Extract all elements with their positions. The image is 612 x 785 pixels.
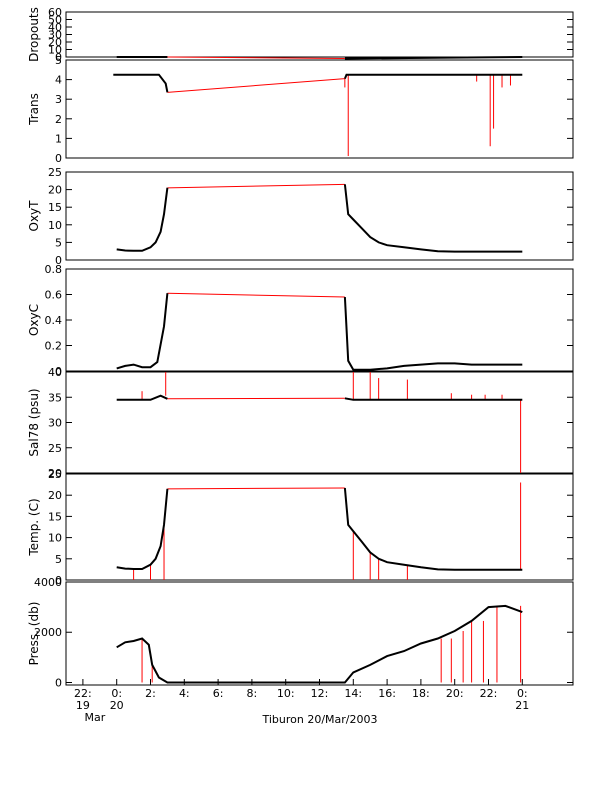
interpolated-gap-line — [167, 183, 345, 189]
y-tick-label: 0 — [55, 574, 62, 587]
panel-frame — [65, 268, 574, 372]
y-tick-label: 30 — [48, 417, 62, 430]
y-tick-label: 5 — [55, 54, 62, 67]
y-tick-label: 40 — [48, 21, 62, 34]
interpolated-gap-line — [167, 56, 345, 59]
y-tick-label: 25 — [48, 442, 62, 455]
y-tick-label: 40 — [48, 366, 62, 379]
y-tick-label: 5 — [55, 236, 62, 249]
series-line — [344, 397, 523, 401]
panel-frame — [65, 473, 574, 581]
footer-label: Tiburon 20/Mar/2003 — [261, 713, 377, 726]
panels: 0102030405060Dropouts012345Trans05101520… — [27, 6, 574, 689]
y-tick-label: 20 — [48, 36, 62, 49]
x-tick-label: 12: — [311, 687, 329, 700]
series-line — [343, 297, 523, 371]
y-tick-label: 15 — [48, 201, 62, 214]
y-tick-label: 25 — [48, 468, 62, 481]
x-tick-label: 14: — [344, 687, 362, 700]
y-tick-label: 20 — [48, 184, 62, 197]
panel-2: 0 5 10 15 20 25 OxyT — [27, 166, 574, 267]
y-tick-label: 60 — [48, 6, 62, 19]
x-tick-month: Mar — [85, 711, 106, 724]
x-tick-label: 4: — [179, 687, 190, 700]
y-tick-label: 0 — [55, 365, 62, 378]
x-tick-label: 22: — [74, 687, 92, 700]
series-line — [113, 73, 169, 93]
y-tick-label: 2 — [55, 113, 62, 126]
y-tick-label: 10 — [48, 532, 62, 545]
series-line — [344, 56, 523, 60]
y-tick-label: 4000 — [34, 576, 62, 589]
series-line — [343, 184, 523, 253]
panel-frame — [65, 171, 574, 261]
panel-3: 0 0.2 0.4 0.6 0.8 OxyC — [27, 263, 574, 378]
y-tick-label: 35 — [48, 391, 62, 404]
y-tick-label: 0 — [55, 254, 62, 267]
x-tick-label: 18: — [412, 687, 430, 700]
interpolated-gap-line — [167, 292, 345, 298]
x-tick-label: 16: — [378, 687, 396, 700]
y-axis-label: Dropouts — [27, 7, 41, 62]
series-line — [116, 293, 169, 370]
series-line — [343, 487, 523, 571]
y-tick-label: 0 — [55, 676, 62, 689]
series-line — [116, 394, 168, 401]
series-line — [343, 73, 523, 79]
y-tick-label: 20 — [48, 489, 62, 502]
y-tick-label: 0.2 — [45, 340, 63, 353]
y-axis-label: Press. (db) — [27, 602, 41, 666]
x-tick-label: 6: — [213, 687, 224, 700]
x-tick-label: 20: — [446, 687, 464, 700]
y-tick-label: 15 — [48, 510, 62, 523]
y-axis-label: Temp. (C) — [27, 498, 41, 556]
x-tick-label: 22: — [480, 687, 498, 700]
y-tick-label: 2000 — [34, 626, 62, 639]
panel-frame — [65, 11, 574, 58]
y-tick-label: 0 — [55, 152, 62, 165]
y-axis-label: OxyC — [27, 304, 41, 336]
x-tick-date: 19 — [76, 699, 90, 712]
x-tick-date: 20 — [110, 699, 124, 712]
interpolated-gap-line — [167, 397, 345, 400]
x-tick-label: 10: — [277, 687, 295, 700]
interpolated-gap-line — [167, 78, 345, 93]
panel-6: 0 2000 4000 Press. (db) — [27, 576, 574, 689]
y-axis-label: Trans — [27, 93, 41, 126]
panel-1: 0 1 2 3 4 5 Trans — [27, 54, 574, 165]
y-tick-label: 0.6 — [45, 289, 63, 302]
y-tick-label: 10 — [48, 44, 62, 57]
panel-frame — [65, 59, 574, 159]
y-tick-label: 10 — [48, 219, 62, 232]
y-tick-label: 5 — [55, 553, 62, 566]
panel-frame — [65, 371, 574, 474]
y-tick-label: 25 — [48, 166, 62, 179]
y-axis-label: Sal78 (psu) — [27, 388, 41, 456]
y-tick-label: 50 — [48, 14, 62, 27]
y-tick-label: 1 — [55, 132, 62, 145]
x-tick-date: 21 — [515, 699, 529, 712]
x-tick-label: 0: — [111, 687, 122, 700]
y-tick-label: 20 — [48, 467, 62, 480]
series-line — [116, 488, 169, 570]
y-tick-label: 3 — [55, 93, 62, 106]
y-tick-label: 4 — [55, 74, 62, 87]
interpolated-gap-line — [167, 487, 345, 490]
y-axis-label: OxyT — [27, 200, 41, 232]
x-tick-label: 8: — [247, 687, 258, 700]
x-tick-label: 2: — [145, 687, 156, 700]
y-tick-label: 30 — [48, 29, 62, 42]
series-line — [116, 604, 523, 684]
series-line — [116, 187, 169, 252]
x-tick-label: 0: — [517, 687, 528, 700]
y-tick-label: 0.4 — [45, 314, 63, 327]
y-tick-label: 0.8 — [45, 263, 63, 276]
y-tick-label: 0 — [55, 51, 62, 64]
